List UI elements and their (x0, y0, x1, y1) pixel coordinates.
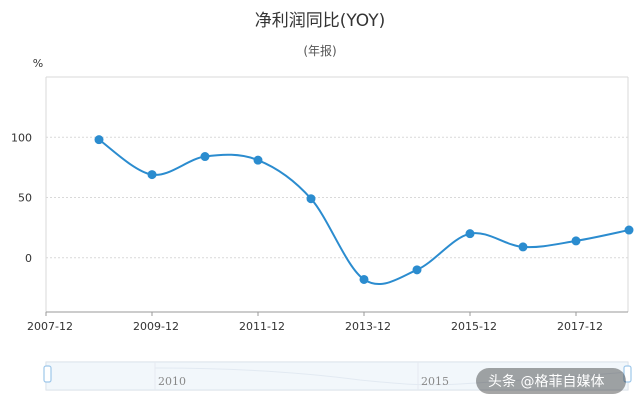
zoom-slider-preview-line (154, 367, 629, 386)
data-point[interactable] (306, 194, 316, 204)
zoom-slider-track[interactable] (45, 361, 629, 391)
data-point[interactable] (571, 236, 581, 246)
data-point[interactable] (200, 152, 210, 162)
data-point[interactable] (412, 265, 422, 275)
data-point[interactable] (624, 225, 634, 235)
zoom-slider-selection[interactable] (46, 362, 628, 390)
watermark-background (476, 368, 626, 394)
data-point[interactable] (253, 155, 263, 165)
x-tick-label: 2009-12 (133, 320, 179, 333)
data-point[interactable] (94, 135, 104, 145)
y-tick-label: 0 (25, 252, 32, 265)
y-tick-label: 100 (11, 131, 32, 144)
zoom-slider[interactable]: 2010 2015 (43, 361, 632, 391)
data-point[interactable] (147, 170, 157, 180)
y-tick-label: 50 (18, 192, 32, 205)
chart-title: 净利润同比(YOY) (255, 11, 386, 31)
data-point[interactable] (518, 242, 528, 252)
data-point[interactable] (359, 274, 369, 284)
x-tick-label: 2015-12 (451, 320, 497, 333)
series-line-group (98, 138, 630, 286)
zoom-slider-label: 2015 (421, 375, 449, 388)
y-axis-unit: % (33, 57, 43, 70)
watermark-text: 头条 @格菲自媒体 (488, 373, 604, 390)
grid-lines (46, 136, 628, 259)
series-line (98, 138, 630, 286)
x-tick-label: 2007-12 (27, 320, 73, 333)
watermark: 头条 @格菲自媒体 (476, 368, 626, 394)
data-point[interactable] (465, 229, 475, 239)
x-tick-label: 2011-12 (239, 320, 285, 333)
x-tick-label: 2017-12 (557, 320, 603, 333)
plot-area (45, 76, 629, 313)
y-axis-ticks: 100 50 0 (11, 131, 32, 265)
zoom-slider-left-handle[interactable] (43, 365, 52, 383)
zoom-slider-right-handle[interactable] (623, 365, 632, 383)
data-points[interactable] (94, 135, 634, 284)
chart-subtitle: (年报) (303, 43, 336, 58)
x-tick-label: 2013-12 (345, 320, 391, 333)
zoom-slider-label: 2010 (158, 375, 186, 388)
x-axis-ticks: 2007-12 2009-12 2011-12 2013-12 2015-12 2017-… (27, 312, 603, 333)
